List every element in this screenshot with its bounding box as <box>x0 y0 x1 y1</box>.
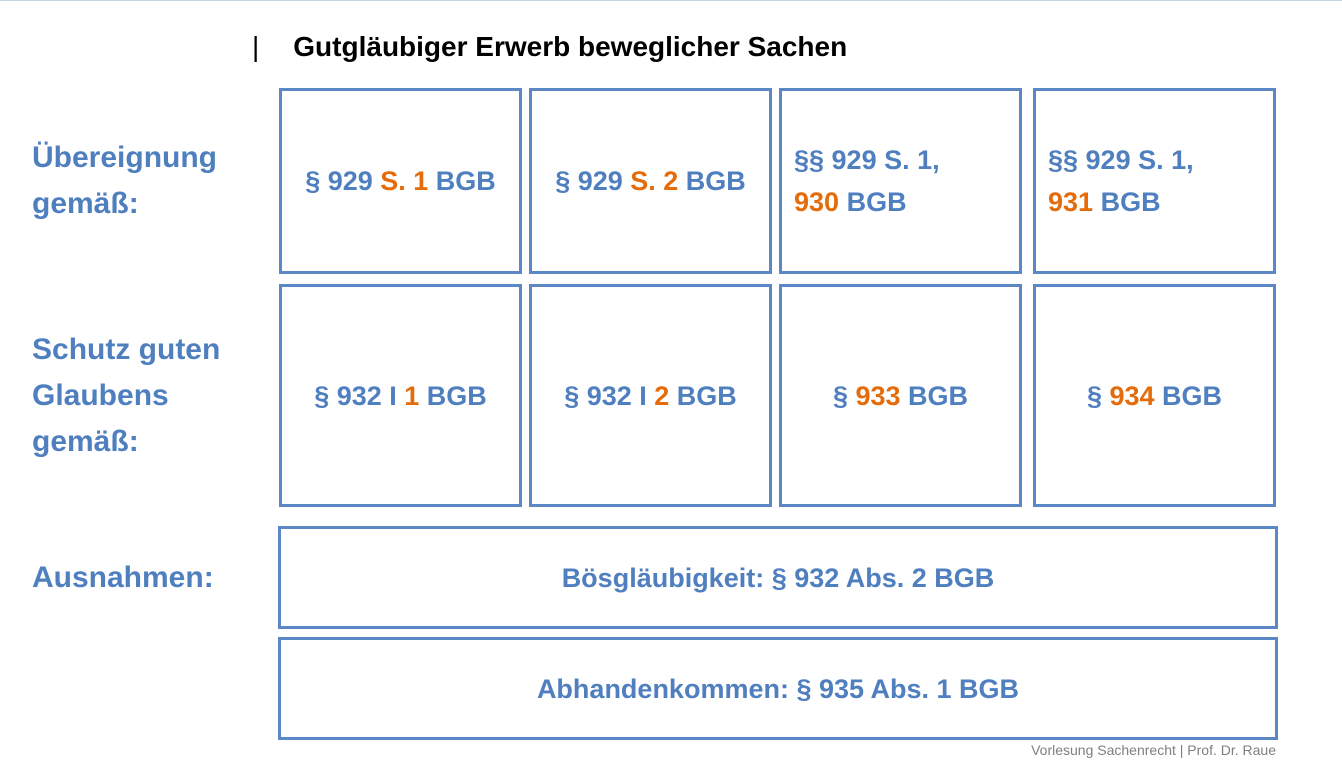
rule-box: Bösgläubigkeit: § 932 Abs. 2 BGB <box>278 526 1278 629</box>
highlight-text: S. 2 <box>630 166 679 196</box>
box-line: Bösgläubigkeit: § 932 Abs. 2 BGB <box>562 557 995 599</box>
text: BGB <box>839 187 907 217</box>
separator: | <box>252 31 260 62</box>
box-line: § 929 S. 2 BGB <box>555 160 746 202</box>
box-line: § 934 BGB <box>1087 375 1222 417</box>
rule-box: § 934 BGB <box>1033 284 1276 507</box>
rule-box: Abhandenkommen: § 935 Abs. 1 BGB <box>278 637 1278 740</box>
rule-box: §§ 929 S. 1, 930 BGB <box>779 88 1022 274</box>
highlight-text: S. 1 <box>380 166 429 196</box>
text: BGB <box>1154 380 1223 411</box>
footer: Vorlesung Sachenrecht | Prof. Dr. Raue <box>1031 742 1276 758</box>
row-label: Schutz guten Glaubens gemäß: <box>32 284 272 507</box>
rule-box: § 932 I 1 BGB <box>279 284 522 507</box>
box-line: § 929 S. 1 BGB <box>305 160 496 202</box>
row-label: Ausnahmen: <box>32 526 272 629</box>
row-label-line: Glaubens <box>32 378 169 412</box>
box-line: §§ 929 S. 1, <box>1048 139 1194 181</box>
text: BGB <box>900 380 969 411</box>
row-label-line: Schutz guten <box>32 332 221 366</box>
text: § 932 I <box>314 380 405 411</box>
text: § 929 <box>305 166 381 196</box>
text: Abhandenkommen: § 935 Abs. 1 BGB <box>536 673 1020 704</box>
highlight-text: 930 <box>794 187 840 217</box>
highlight-text: 931 <box>1048 187 1094 217</box>
title: Gutgläubiger Erwerb beweglicher Sachen <box>293 31 848 62</box>
text: BGB <box>669 380 737 411</box>
box-line: §§ 929 S. 1, <box>794 139 940 181</box>
rule-box: §§ 929 S. 1, 931 BGB <box>1033 88 1276 274</box>
row-label: Übereignung gemäß: <box>32 88 272 274</box>
text: BGB <box>1093 187 1161 217</box>
highlight-text: 2 <box>654 380 670 411</box>
rule-box: § 929 S. 2 BGB <box>529 88 772 274</box>
highlight-text: 1 <box>404 380 420 411</box>
text: BGB <box>678 166 746 196</box>
highlight-text: 933 <box>855 380 901 411</box>
row-label-line: gemäß: <box>32 187 139 220</box>
row-label-line: Übereignung <box>32 141 217 174</box>
box-line: Abhandenkommen: § 935 Abs. 1 BGB <box>537 668 1019 710</box>
box-line: § 932 I 2 BGB <box>564 375 737 417</box>
text: §§ 929 S. 1, <box>1048 145 1194 175</box>
text: § <box>1086 380 1110 411</box>
box-line: § 933 BGB <box>833 375 968 417</box>
highlight-text: 934 <box>1109 380 1155 411</box>
text: BGB <box>419 380 487 411</box>
row-label-line: Ausnahmen: <box>32 560 214 594</box>
text: BGB <box>428 166 496 196</box>
text: § 929 <box>555 166 631 196</box>
text: § <box>832 380 856 411</box>
title-bar: | Gutgläubiger Erwerb beweglicher Sachen <box>252 31 847 63</box>
rule-box: § 929 S. 1 BGB <box>279 88 522 274</box>
box-line: 930 BGB <box>794 181 907 223</box>
rule-box: § 933 BGB <box>779 284 1022 507</box>
text: §§ 929 S. 1, <box>794 145 940 175</box>
text: Bösgläubigkeit: § 932 Abs. 2 BGB <box>561 562 995 593</box>
rule-box: § 932 I 2 BGB <box>529 284 772 507</box>
box-line: § 932 I 1 BGB <box>314 375 487 417</box>
row-label-line: gemäß: <box>32 424 139 458</box>
box-line: 931 BGB <box>1048 181 1161 223</box>
text: § 932 I <box>564 380 655 411</box>
